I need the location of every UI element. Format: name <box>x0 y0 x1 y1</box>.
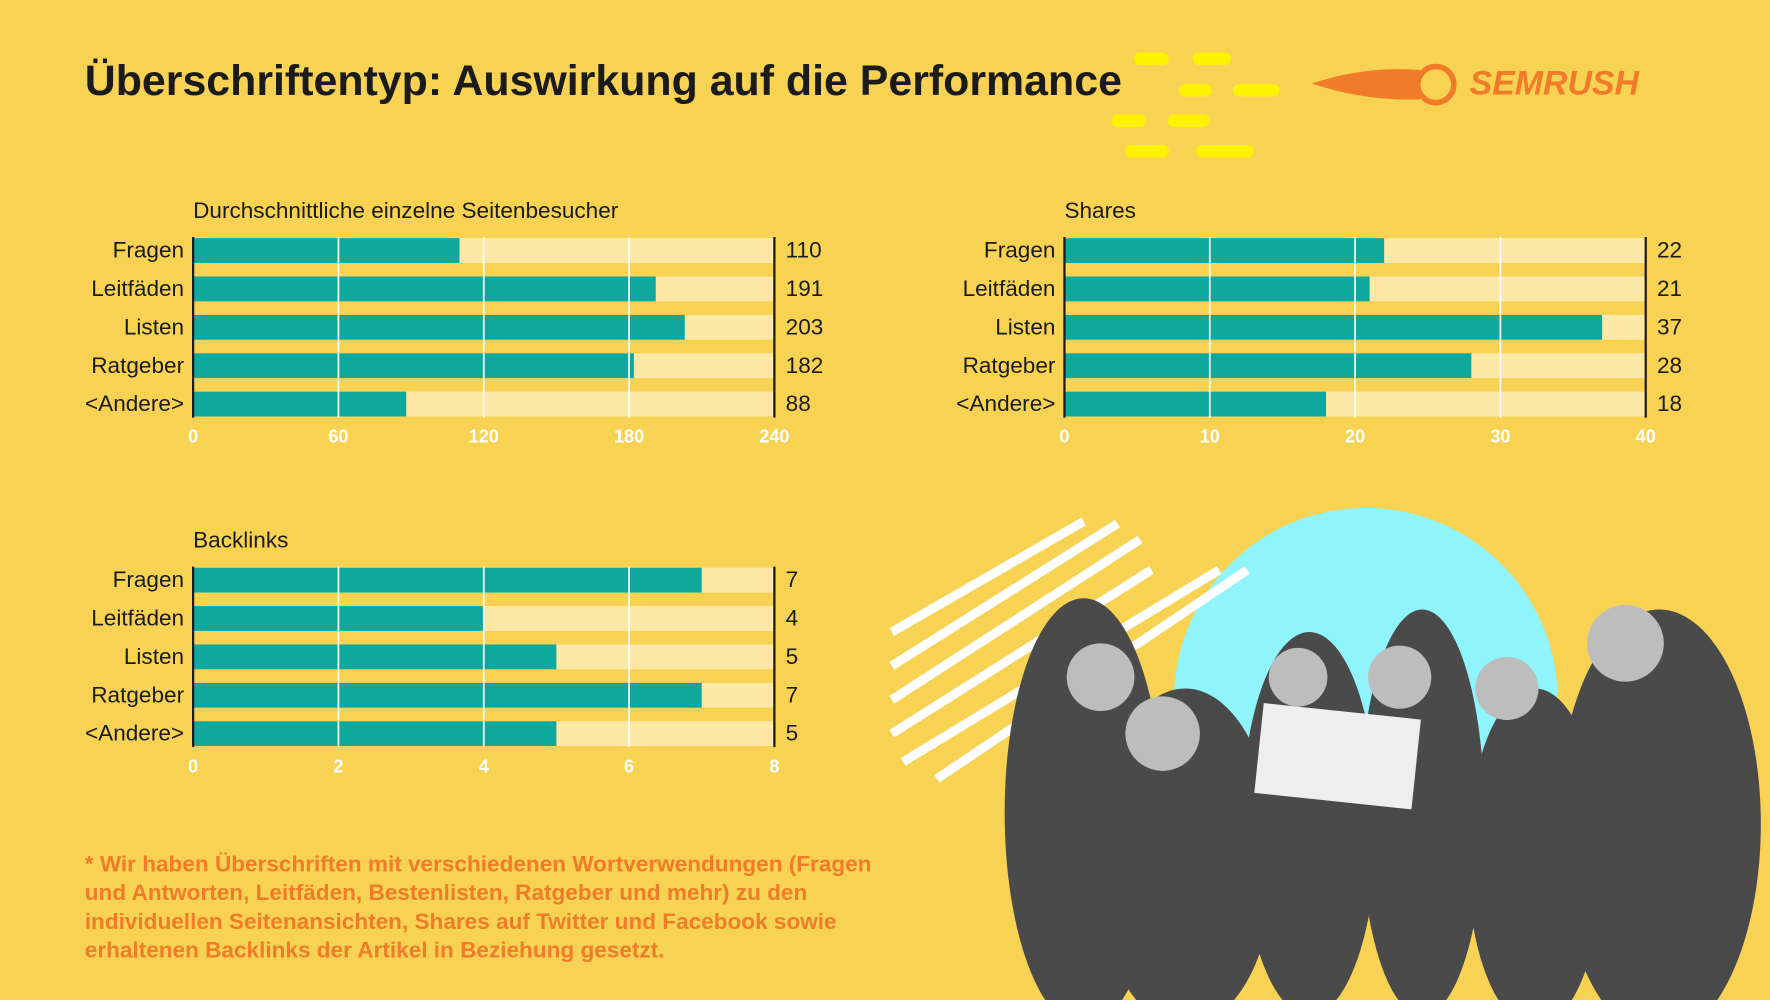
category-label: Leitfäden <box>91 606 184 631</box>
value-label: 28 <box>1657 353 1682 378</box>
value-label: 88 <box>786 391 811 416</box>
value-label: 21 <box>1657 276 1682 301</box>
page-title: Überschriftentyp: Auswirkung auf die Per… <box>85 57 1122 105</box>
category-label: Ratgeber <box>91 682 184 707</box>
value-label: 7 <box>786 567 799 592</box>
bar <box>1064 238 1385 263</box>
value-label: 4 <box>786 606 799 631</box>
bar <box>193 721 557 747</box>
x-tick-label: 10 <box>1200 427 1220 447</box>
logo: SEMRUSH <box>1311 63 1641 106</box>
category-label: Listen <box>124 314 184 339</box>
value-label: 22 <box>1657 238 1682 263</box>
category-label: Listen <box>995 314 1055 339</box>
bar <box>193 238 460 263</box>
footnote-line: individuellen Seitenansichten, Shares au… <box>85 909 837 934</box>
bar <box>193 391 407 417</box>
x-tick-label: 6 <box>624 756 634 776</box>
bar <box>1064 353 1472 379</box>
bar <box>1064 391 1327 417</box>
category-label: <Andere> <box>85 721 184 746</box>
bar-chart: Shares Fragen 22 Leitfäden 21 Listen 37 Ratgebe… <box>956 198 1682 447</box>
x-tick-label: 0 <box>1059 427 1069 447</box>
value-label: 110 <box>786 238 822 263</box>
x-tick-label: 0 <box>188 427 198 447</box>
bar <box>193 353 634 379</box>
value-label: 7 <box>786 682 799 707</box>
chart-title: Durchschnittliche einzelne Seitenbesuche… <box>193 198 619 223</box>
photo-decoration <box>889 507 1761 1000</box>
category-label: Ratgeber <box>91 353 184 378</box>
category-label: <Andere> <box>956 391 1055 416</box>
footnote: * Wir haben Überschriften mit verschiede… <box>85 852 872 963</box>
bar-chart: Backlinks Fragen 7 Leitfäden 4 Listen 5 Ratgebe… <box>85 528 798 777</box>
footnote-line: und Antworten, Leitfäden, Bestenlisten, … <box>85 880 807 905</box>
chart-title: Shares <box>1064 198 1136 223</box>
value-label: 37 <box>1657 314 1682 339</box>
category-label: Leitfäden <box>91 276 184 301</box>
category-label: <Andere> <box>85 391 184 416</box>
value-label: 5 <box>786 644 799 669</box>
x-tick-label: 2 <box>333 756 343 776</box>
dash-decoration <box>1111 52 1280 158</box>
footnote-line: erhaltenen Backlinks der Artikel in Bezi… <box>85 937 665 962</box>
value-label: 203 <box>786 314 824 339</box>
x-tick-label: 4 <box>479 756 489 776</box>
x-tick-label: 20 <box>1345 427 1365 447</box>
x-tick-label: 60 <box>328 427 348 447</box>
category-label: Leitfäden <box>963 276 1056 301</box>
value-label: 5 <box>786 721 799 746</box>
category-label: Fragen <box>113 567 184 592</box>
category-label: Fragen <box>113 238 184 263</box>
bar <box>193 567 702 593</box>
bar <box>193 314 685 340</box>
category-label: Ratgeber <box>963 353 1056 378</box>
x-tick-label: 240 <box>759 427 789 447</box>
x-tick-label: 0 <box>188 756 198 776</box>
logo-text: SEMRUSH <box>1470 65 1641 103</box>
category-label: Fragen <box>984 238 1056 263</box>
category-label: Listen <box>124 644 184 669</box>
x-tick-label: 30 <box>1490 427 1510 447</box>
bar <box>193 682 702 708</box>
value-label: 182 <box>786 353 824 378</box>
value-label: 191 <box>786 276 824 301</box>
x-tick-label: 8 <box>769 756 779 776</box>
x-tick-label: 180 <box>614 427 644 447</box>
x-tick-label: 120 <box>469 427 499 447</box>
footnote-line: * Wir haben Überschriften mit verschiede… <box>85 852 872 877</box>
x-tick-label: 40 <box>1636 427 1656 447</box>
bar <box>1064 314 1603 340</box>
chart-title: Backlinks <box>193 528 288 553</box>
bar-chart: Durchschnittliche einzelne Seitenbesuche… <box>85 198 823 447</box>
value-label: 18 <box>1657 391 1682 416</box>
bar <box>1064 276 1370 302</box>
bar <box>193 644 557 670</box>
bar <box>193 276 656 302</box>
